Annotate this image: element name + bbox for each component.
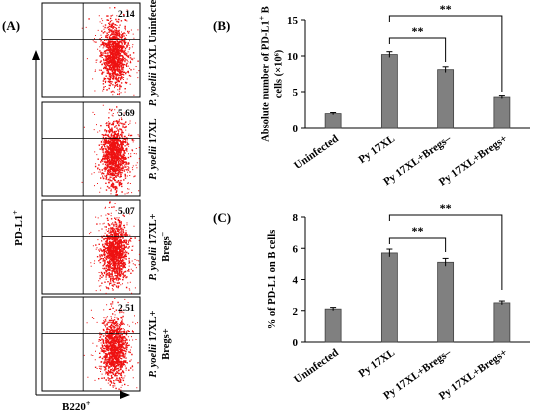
flow-plot-label: P. yoelii 17XL Uninfected bbox=[148, 0, 159, 106]
flow-plot-value: 2.51 bbox=[118, 304, 135, 314]
panel-a-x-arrow-head bbox=[120, 391, 130, 399]
y-tick-label: 8 bbox=[293, 212, 299, 224]
y-axis-title-line: cells (×10⁶) bbox=[274, 49, 285, 98]
y-axis-title-text: % of PD-L1 on B cells bbox=[267, 230, 278, 329]
flow-plot-label-rest: 17XL Uninfected bbox=[148, 0, 159, 73]
flow-plot-label: P. yoelii 17XL bbox=[148, 118, 159, 179]
category-label: Uninfected bbox=[292, 133, 341, 172]
significance-bracket bbox=[388, 237, 447, 252]
flow-plot-label-line: P. yoelii 17XL+ bbox=[148, 213, 159, 280]
flow-plot-label-italic: P. yoelii bbox=[148, 146, 159, 180]
y-axis-title-line: Absolute number of PD-L1+ B bbox=[258, 6, 272, 142]
significance-label: ** bbox=[440, 2, 452, 16]
panel-a-x-label: B220+ bbox=[62, 399, 91, 413]
panel-a-y-arrow-head bbox=[32, 50, 40, 60]
panel-label: (B) bbox=[213, 18, 230, 33]
flow-plots: 2.14 P. yoelii 17XL Uninfected 5.69 P. yoel… bbox=[41, 0, 172, 392]
bar bbox=[493, 302, 511, 343]
flow-plot-label-text: Bregs+ bbox=[161, 328, 172, 359]
flow-plot: 2.14 P. yoelii 17XL Uninfected bbox=[41, 0, 159, 106]
flow-plot-frame bbox=[41, 2, 141, 98]
panel-a-y-label: PD-L1+ bbox=[11, 210, 25, 246]
flow-plot-value: 5.69 bbox=[118, 109, 135, 119]
y-axis-title-text: Absolute number of PD-L1 bbox=[261, 20, 272, 141]
y-axis-title-sup: + bbox=[258, 15, 267, 20]
bar bbox=[493, 96, 511, 129]
category-label: Uninfected bbox=[292, 347, 341, 386]
flow-plot-value: 5.07 bbox=[118, 207, 135, 217]
flow-plot-label-sup: – bbox=[158, 231, 167, 237]
chart-c: (C) 0 2 4 6 8 % of PD-L1 on B cells Uninfected P… bbox=[213, 201, 530, 403]
flow-plot-label: P. yoelii 17XL+ Bregs+ bbox=[148, 310, 172, 377]
flow-plot-events bbox=[83, 298, 139, 391]
flow-plot-label-italic: P. yoelii bbox=[148, 344, 159, 378]
y-tick-label: 4 bbox=[293, 275, 299, 287]
flow-plot: 5.69 P. yoelii 17XL bbox=[41, 101, 159, 197]
panel-label: (C) bbox=[213, 210, 231, 225]
flow-plot-label-rest: 17XL+ bbox=[148, 310, 159, 344]
significance-label: ** bbox=[440, 201, 452, 215]
y-tick-label: 2 bbox=[293, 306, 299, 318]
significance-label: ** bbox=[412, 224, 424, 238]
y-axis-title-text: cells (×10⁶) bbox=[274, 49, 285, 98]
significance-bracket bbox=[388, 37, 447, 62]
significance-bracket bbox=[388, 214, 503, 290]
y-tick-label: 6 bbox=[293, 243, 299, 255]
category-label: Py 17XL bbox=[356, 133, 397, 166]
category-label: Py 17XL bbox=[356, 347, 397, 380]
flow-plot-label-line: Bregs– bbox=[158, 231, 172, 261]
y-tick-label: 5 bbox=[293, 87, 299, 99]
bar bbox=[380, 252, 398, 343]
bar bbox=[324, 308, 342, 343]
flow-plot-label: P. yoelii 17XL+Bregs– bbox=[148, 213, 172, 280]
flow-plot-value: 2.14 bbox=[118, 10, 135, 20]
flow-plot-label-rest: 17XL bbox=[148, 118, 159, 146]
y-axis-title-tail: B bbox=[261, 6, 272, 16]
flow-plot-events bbox=[89, 201, 140, 294]
flow-plot-label-text: Bregs bbox=[161, 236, 172, 261]
y-tick-label: 0 bbox=[293, 337, 299, 349]
y-tick-label: 0 bbox=[293, 123, 299, 135]
bar bbox=[437, 69, 455, 129]
significance-label: ** bbox=[412, 24, 424, 38]
flow-plot-label-line: P. yoelii 17XL Uninfected bbox=[148, 0, 159, 106]
flow-plot-label-italic: P. yoelii bbox=[148, 72, 159, 106]
panel-a-label: (A) bbox=[2, 18, 20, 33]
flow-plot: 5.07 P. yoelii 17XL+Bregs– bbox=[41, 199, 172, 295]
flow-plot-events bbox=[81, 104, 140, 196]
bar bbox=[324, 113, 342, 129]
flow-plot: 2.51 P. yoelii 17XL+ Bregs+ bbox=[41, 296, 172, 392]
flow-plot-events bbox=[81, 7, 140, 96]
flow-plot-label-line: Bregs+ bbox=[161, 328, 172, 359]
y-tick-label: 15 bbox=[287, 15, 299, 27]
bar bbox=[437, 261, 455, 343]
flow-plot-label-line: P. yoelii 17XL bbox=[148, 118, 159, 179]
y-axis-title: % of PD-L1 on B cells bbox=[267, 230, 278, 329]
bar bbox=[380, 54, 398, 129]
flow-plot-label-italic: P. yoelii bbox=[148, 247, 159, 281]
y-axis-title-line: % of PD-L1 on B cells bbox=[267, 230, 278, 329]
flow-plot-label-line: P. yoelii 17XL+ bbox=[148, 310, 159, 377]
flow-plot-label-rest: 17XL+ bbox=[148, 213, 159, 247]
y-tick-label: 10 bbox=[287, 51, 299, 63]
significance-bracket bbox=[388, 15, 503, 92]
